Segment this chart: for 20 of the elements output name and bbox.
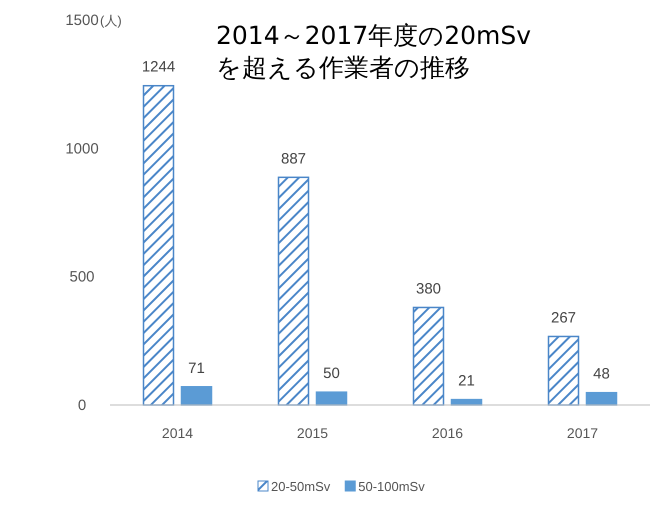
data-label: 21 (458, 372, 475, 390)
x-tick-label: 2015 (296, 425, 328, 441)
y-tick-label: 1500 (65, 12, 99, 29)
data-label: 48 (593, 366, 610, 383)
data-label: 50 (323, 365, 340, 382)
y-axis-title: (人) (100, 13, 122, 28)
legend-label: 20-50mSv (271, 479, 331, 494)
y-tick-label: 0 (78, 397, 86, 414)
x-tick-label: 2017 (566, 425, 598, 441)
data-label: 380 (416, 280, 442, 298)
x-tick-label: 2014 (162, 425, 194, 441)
data-label: 1244 (142, 58, 176, 76)
data-label: 71 (188, 360, 205, 377)
y-tick-label: 1000 (65, 140, 99, 158)
data-label: 887 (280, 150, 306, 168)
x-tick-label: 2016 (432, 425, 464, 441)
legend-label: 50-100mSv (358, 479, 426, 494)
data-label: 267 (550, 309, 576, 326)
text: 2014～2017年度の20mSvを超える作業者の推移 (216, 21, 532, 82)
y-tick-label: 500 (69, 268, 95, 286)
